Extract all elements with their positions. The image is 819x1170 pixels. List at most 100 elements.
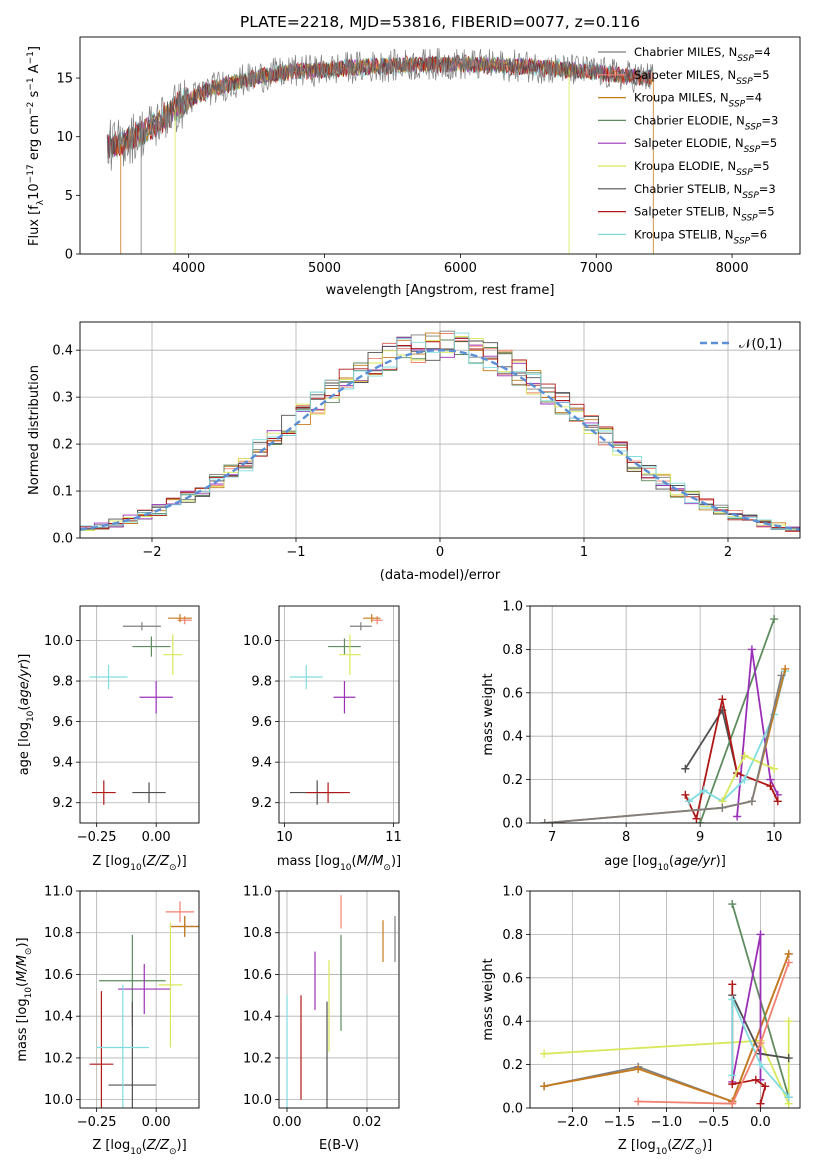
mass_vs_ebv-axes xyxy=(279,890,399,1108)
y-tick-label: 0.6 xyxy=(502,686,523,701)
weight-marker xyxy=(692,814,701,823)
weight-marker xyxy=(761,1082,770,1091)
y-tick-label: 5 xyxy=(65,189,73,204)
legend-entry: Chabrier MILES, NSSP=4 xyxy=(634,45,771,64)
y-tick-label: 11.0 xyxy=(243,885,272,900)
axes-frame xyxy=(529,605,801,824)
y-tick-label: 9.6 xyxy=(52,715,73,730)
axes-frame xyxy=(79,36,801,255)
y-axis-label: mass weight xyxy=(481,673,496,755)
age_vs_mass-axes xyxy=(279,606,399,823)
x-axis-label: Z [log10(Z/Z⊙)] xyxy=(92,1138,186,1157)
legend-entry: Chabrier ELODIE, NSSP=3 xyxy=(634,113,778,132)
x-tick-label: 7000 xyxy=(580,261,613,276)
y-tick-label: 10.0 xyxy=(44,634,73,649)
x-tick-label: −1.0 xyxy=(651,1115,683,1130)
y-tick-label: 9.2 xyxy=(251,796,272,811)
weight-marker xyxy=(540,1082,549,1091)
y-tick-label: 9.4 xyxy=(52,756,73,771)
x-tick-label: −0.25 xyxy=(77,1115,117,1130)
y-tick-label: 0.6 xyxy=(502,971,523,986)
x-tick-label: 10 xyxy=(766,830,783,845)
y-tick-label: 0.4 xyxy=(502,1015,523,1030)
weight-marker xyxy=(634,1097,643,1106)
mass_vs_Z-axes xyxy=(80,890,199,1108)
y-axis-label: age [log10(age/yr)] xyxy=(17,654,36,776)
x-tick-label: 4000 xyxy=(172,261,205,276)
legend-entry: Kroupa MILES, NSSP=4 xyxy=(634,91,762,110)
axes-frame xyxy=(278,605,400,824)
x-tick-label: 8 xyxy=(622,830,630,845)
weight-marker xyxy=(781,664,790,673)
legend-entry: Salpeter ELODIE, NSSP=5 xyxy=(634,136,777,155)
y-tick-label: 11.0 xyxy=(44,885,73,900)
y-tick-label: 0.0 xyxy=(502,1102,523,1117)
y-tick-label: 10.4 xyxy=(243,1010,272,1025)
plot-area xyxy=(89,901,199,1108)
x-tick-label: 11 xyxy=(385,830,402,845)
weight-marker xyxy=(756,1099,765,1108)
y-tick-label: 10.0 xyxy=(243,1093,272,1108)
weight-marker xyxy=(740,775,749,784)
y-tick-label: 10.0 xyxy=(243,634,272,649)
weight-marker xyxy=(540,819,549,823)
axes-frame xyxy=(278,890,400,1109)
y-tick-label: 9.8 xyxy=(52,675,73,690)
x-tick-label: 9 xyxy=(696,830,704,845)
weight-marker xyxy=(540,1049,549,1058)
x-tick-label: −0.25 xyxy=(77,830,117,845)
weight-marker xyxy=(756,1038,765,1047)
legend-entry: Chabrier STELIB, NSSP=3 xyxy=(634,182,776,201)
weight-marker xyxy=(784,949,793,958)
y-tick-label: 9.4 xyxy=(251,756,272,771)
weight-marker xyxy=(696,819,705,823)
weight-marker xyxy=(756,930,765,939)
weight-marker xyxy=(733,812,742,821)
weight-marker xyxy=(718,695,727,704)
weight-marker xyxy=(634,1064,643,1073)
y-tick-label: 10.8 xyxy=(243,926,272,941)
weight-marker xyxy=(728,1071,737,1080)
x-tick-label: 1 xyxy=(580,545,588,560)
y-tick-label: 15 xyxy=(56,72,73,87)
y-tick-label: 0.0 xyxy=(52,532,73,547)
spectrum-line xyxy=(106,55,651,158)
legend-entry: Kroupa STELIB, NSSP=6 xyxy=(634,227,767,246)
weight-marker xyxy=(728,995,737,1004)
figure-title: PLATE=2218, MJD=53816, FIBERID=0077, z=0… xyxy=(239,13,641,31)
y-tick-label: 0.2 xyxy=(502,1058,523,1073)
y-tick-label: 9.6 xyxy=(251,715,272,730)
x-tick-label: 6000 xyxy=(444,261,477,276)
y-tick-label: 10.0 xyxy=(44,1093,73,1108)
weight-marker xyxy=(751,1075,760,1084)
y-tick-label: 10.2 xyxy=(44,1051,73,1066)
y-tick-label: 10.6 xyxy=(243,968,272,983)
weight-marker xyxy=(728,980,737,989)
y-tick-label: 10.6 xyxy=(44,968,73,983)
weight-marker xyxy=(728,1099,737,1108)
x-tick-label: 0.00 xyxy=(142,1115,171,1130)
plot-area xyxy=(540,615,790,823)
y-axis-label: mass weight xyxy=(481,958,496,1040)
weight-marker xyxy=(784,1054,793,1063)
weight_vs_age-axes xyxy=(530,605,800,824)
x-tick-label: 10 xyxy=(276,830,293,845)
x-axis-label: Z [log10(Z/Z⊙)] xyxy=(92,854,186,873)
plot-area xyxy=(106,48,654,254)
x-tick-label: 8000 xyxy=(716,261,749,276)
x-axis-label: (data-model)/error xyxy=(380,568,501,583)
weight-marker xyxy=(766,782,775,791)
y-axis-label: Flux [fλ10−17 erg cm−2 s−1 A−1] xyxy=(26,46,46,246)
x-axis-label: age [log10(age/yr)] xyxy=(604,854,726,873)
weight-marker xyxy=(728,900,737,909)
weight-marker xyxy=(681,790,690,799)
histogram-steps xyxy=(80,332,800,534)
plot-area xyxy=(89,614,192,805)
weight-line xyxy=(544,675,783,823)
y-tick-label: 0.2 xyxy=(52,438,73,453)
x-tick-label: 0 xyxy=(436,545,444,560)
x-tick-label: −1.5 xyxy=(604,1115,636,1130)
weight-line xyxy=(544,668,787,823)
y-tick-label: 10.4 xyxy=(44,1010,73,1025)
y-tick-label: 0.8 xyxy=(502,928,523,943)
